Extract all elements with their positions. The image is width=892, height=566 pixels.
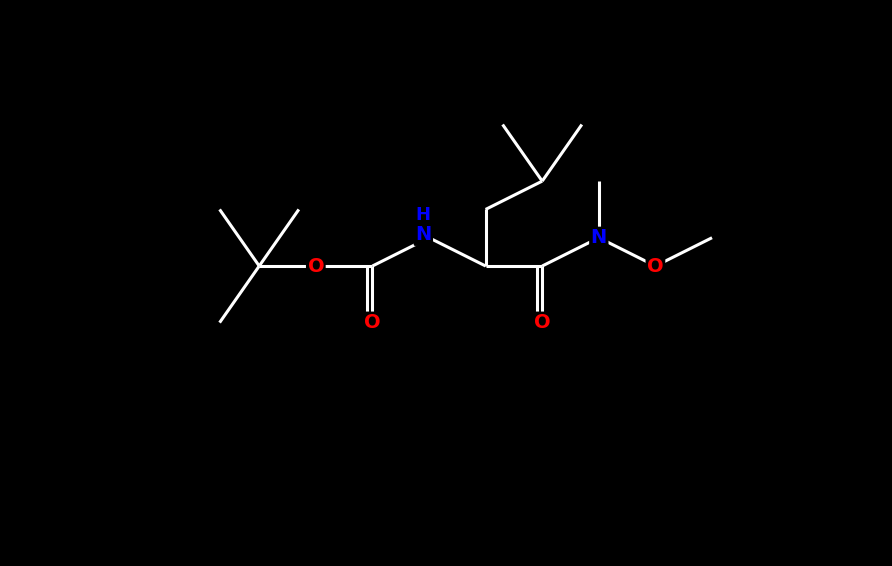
Text: O: O bbox=[647, 256, 664, 276]
Text: N: N bbox=[416, 225, 432, 245]
Text: O: O bbox=[308, 256, 324, 276]
Text: O: O bbox=[364, 313, 381, 332]
Text: N: N bbox=[591, 228, 607, 247]
Text: O: O bbox=[534, 313, 550, 332]
Text: H: H bbox=[416, 205, 431, 224]
